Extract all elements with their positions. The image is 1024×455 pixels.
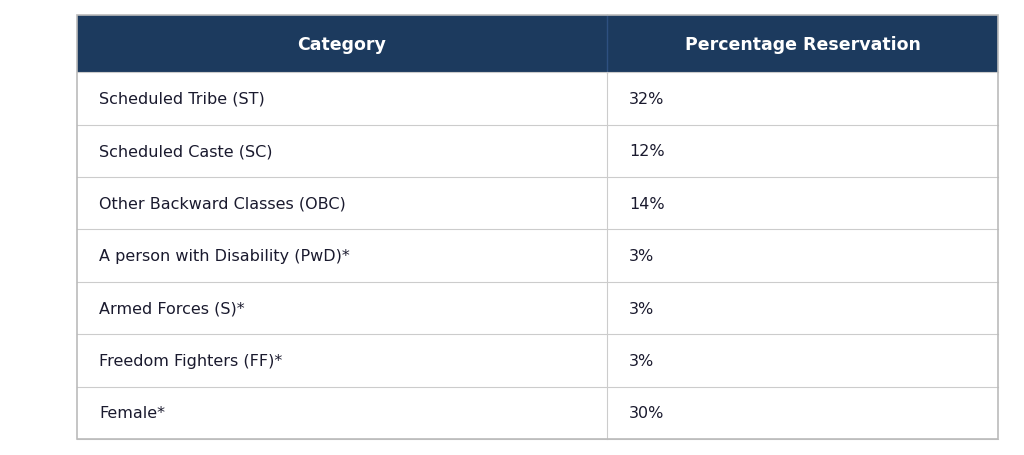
Text: Category: Category [297,35,386,54]
Bar [77,230,606,282]
Text: Armed Forces (S)*: Armed Forces (S)* [99,301,245,316]
Text: Freedom Fighters (FF)*: Freedom Fighters (FF)* [99,353,283,368]
Text: 12%: 12% [629,144,665,159]
Text: 14%: 14% [629,196,665,211]
Text: 30%: 30% [629,405,665,420]
Text: Scheduled Caste (SC): Scheduled Caste (SC) [99,144,272,159]
Text: Percentage Reservation: Percentage Reservation [685,35,921,54]
Bar [606,334,998,387]
Bar [77,16,998,73]
Bar [606,125,998,177]
Bar [606,73,998,125]
Bar [77,334,606,387]
Text: 3%: 3% [629,353,654,368]
Bar [77,73,606,125]
Text: Scheduled Tribe (ST): Scheduled Tribe (ST) [99,92,265,106]
Text: Other Backward Classes (OBC): Other Backward Classes (OBC) [99,196,346,211]
Text: A person with Disability (PwD)*: A person with Disability (PwD)* [99,248,350,263]
Text: 3%: 3% [629,248,654,263]
Bar [606,230,998,282]
Bar [606,387,998,439]
Bar [77,177,606,230]
Bar [77,282,606,334]
Text: 32%: 32% [629,92,665,106]
Bar [77,125,606,177]
Text: Female*: Female* [99,405,165,420]
Bar [606,177,998,230]
Text: 3%: 3% [629,301,654,316]
Bar [606,282,998,334]
Bar [77,387,606,439]
